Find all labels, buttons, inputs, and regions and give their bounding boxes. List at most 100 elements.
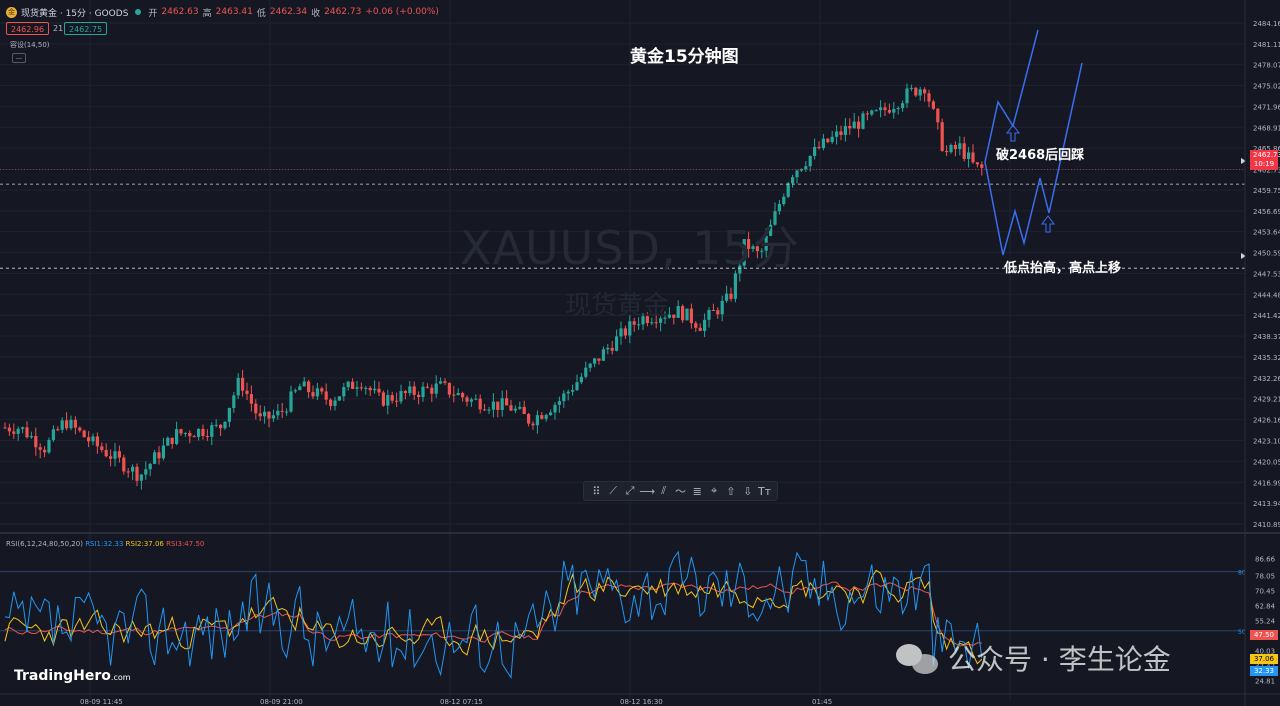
candle-body — [566, 391, 570, 394]
arrow-down-icon[interactable]: ⇩ — [743, 484, 753, 498]
candle-body — [826, 138, 830, 143]
candle-body — [791, 177, 795, 184]
candle-body — [73, 419, 77, 428]
candle-body — [870, 110, 874, 115]
candle-body — [412, 386, 416, 395]
candle-body — [280, 410, 284, 412]
indicator-legend[interactable]: 容设(14,50) — [10, 41, 50, 49]
tradinghero-logo: TradingHero.com — [14, 668, 131, 684]
candle-body — [104, 450, 108, 457]
rsi-level-50-label: 50 — [1238, 629, 1246, 636]
rsi-axis-label: 55.24 — [1255, 617, 1276, 625]
rsi1-value: RSI1:32.33 — [85, 540, 124, 548]
candle-body — [716, 310, 720, 315]
fib-retracement-icon[interactable]: ≣ — [692, 484, 702, 498]
candle-body — [562, 393, 566, 402]
candle-body — [16, 428, 20, 434]
candle-body — [496, 401, 500, 410]
candle-body — [962, 143, 966, 159]
candle-body — [518, 406, 522, 409]
rsi2-line — [4, 569, 983, 665]
price-axis-label: 2435.32 — [1253, 354, 1280, 362]
candle-body — [747, 239, 751, 249]
candle-body — [579, 376, 583, 383]
candle-body — [676, 306, 680, 318]
candle-body — [637, 324, 641, 326]
path-icon[interactable]: 〜 — [674, 485, 686, 498]
text-icon[interactable]: Tт — [757, 484, 772, 498]
candle-body — [131, 466, 135, 472]
break-note-annotation: 破2468后回踩 — [996, 148, 1085, 163]
candle-body — [144, 469, 148, 475]
candle-body — [95, 436, 99, 447]
symbol-title[interactable]: 现货黄金 · 15分 · GOODS — [21, 8, 129, 19]
candle-body — [782, 196, 786, 204]
candle-body — [337, 396, 341, 401]
candle-body — [839, 131, 843, 135]
drawing-toolbar: ⠿ ⟋ ⤢ ⟶ ⫽ 〜 ≣ ⌖ ⇧ ⇩ Tт — [583, 481, 778, 501]
arrow-up-icon[interactable]: ⇧ — [726, 484, 736, 498]
candle-body — [346, 381, 350, 388]
buy-price-button[interactable]: 2462.75 — [64, 22, 108, 35]
candle-body — [65, 420, 69, 429]
candle-body — [953, 144, 957, 150]
candle-body — [725, 293, 729, 301]
candle-body — [161, 445, 165, 459]
wechat-icon — [896, 640, 940, 676]
market-status-icon — [135, 9, 142, 15]
candle-body — [434, 383, 438, 394]
candle-body — [808, 155, 812, 167]
candle-body — [887, 109, 891, 113]
rsi2-tag: 37.06 — [1250, 654, 1278, 664]
candle-body — [166, 437, 170, 446]
candle-body — [258, 413, 262, 417]
candle-body — [478, 398, 482, 410]
price-axis-label: 2465.86 — [1253, 145, 1280, 153]
candle-body — [615, 336, 619, 351]
candle-body — [373, 388, 377, 391]
rsi1-line — [4, 550, 983, 679]
price-axis-label: 2459.75 — [1253, 187, 1280, 195]
rsi1-tag: 32.33 — [1250, 666, 1278, 676]
candle-body — [307, 381, 311, 393]
candle-body — [223, 421, 227, 429]
rsi-axis-label: 78.05 — [1255, 573, 1275, 581]
current-price-tag: 2462.73 10:19 — [1250, 150, 1280, 170]
ray-icon[interactable]: ⤢ — [625, 484, 635, 497]
candle-body — [909, 87, 913, 89]
candle-body — [654, 322, 658, 324]
candle-body — [645, 316, 649, 323]
candle-body — [38, 447, 42, 450]
drag-handle-icon[interactable]: ⠿ — [592, 484, 601, 498]
sell-price-button[interactable]: 2462.96 — [6, 22, 50, 35]
time-label: 01:45 — [812, 698, 833, 706]
price-axis-label: 2484.16 — [1253, 20, 1280, 28]
candle-body — [183, 432, 187, 434]
price-axis-label: 2456.69 — [1253, 208, 1280, 216]
candle-body — [703, 319, 707, 331]
candle-body — [980, 164, 984, 168]
price-axis-label: 2481.11 — [1253, 41, 1280, 49]
trend-line-icon[interactable]: ⟋ — [609, 484, 618, 497]
candle-body — [571, 390, 575, 392]
price-axis-label: 2426.16 — [1253, 417, 1280, 425]
hide-indicator-icon[interactable]: — — [12, 53, 26, 63]
low-value: 2462.34 — [269, 7, 308, 17]
candle-body — [483, 409, 487, 411]
horizontal-ray-icon[interactable]: ⟶ — [639, 484, 656, 498]
candle-body — [298, 386, 302, 391]
candle-body — [139, 474, 143, 481]
parallel-channel-icon[interactable]: ⫽ — [661, 484, 667, 497]
candle-body — [267, 411, 271, 419]
candle-body — [491, 401, 495, 410]
candle-body — [170, 437, 174, 444]
rsi-legend[interactable]: RSI(6,12,24,80,50,20) RSI1:32.33 RSI2:37… — [6, 540, 205, 548]
candle-body — [755, 246, 759, 252]
candle-body — [694, 323, 698, 328]
candle-body — [474, 398, 478, 400]
candle-body — [271, 415, 275, 419]
chart-title-annotation: 黄金15分钟图 — [630, 47, 739, 67]
candle-body — [531, 423, 535, 426]
pattern-icon[interactable]: ⌖ — [710, 484, 718, 497]
